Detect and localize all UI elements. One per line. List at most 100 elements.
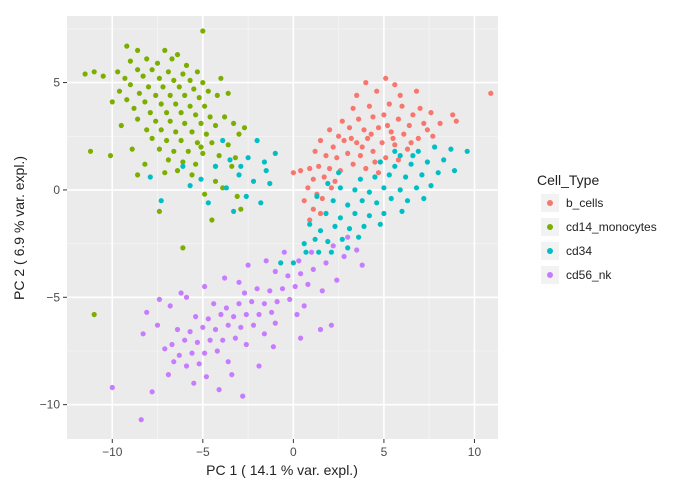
data-point-cd56-nk bbox=[218, 311, 224, 318]
data-point-cd14-monocytes bbox=[162, 47, 168, 54]
x-tick-label: 5 bbox=[381, 445, 388, 459]
data-point-b-cells bbox=[395, 157, 401, 163]
data-point-cd56-nk bbox=[323, 260, 329, 266]
data-point-b-cells bbox=[363, 80, 369, 86]
data-point-cd56-nk bbox=[176, 352, 182, 358]
data-point-cd14-monocytes bbox=[149, 135, 155, 141]
data-point-cd56-nk bbox=[220, 337, 226, 343]
data-point-cd34 bbox=[435, 170, 441, 176]
data-point-cd14-monocytes bbox=[165, 157, 171, 163]
data-point-cd56-nk bbox=[154, 322, 161, 328]
data-point-cd14-monocytes bbox=[124, 97, 130, 103]
data-point-cd14-monocytes bbox=[142, 161, 148, 167]
x-tick-label: −5 bbox=[196, 445, 210, 459]
data-point-cd14-monocytes bbox=[153, 92, 159, 98]
data-point-cd34 bbox=[392, 148, 398, 154]
data-point-cd34 bbox=[366, 213, 372, 219]
data-point-cd34 bbox=[330, 198, 336, 204]
data-point-cd34 bbox=[301, 241, 307, 247]
data-point-cd14-monocytes bbox=[116, 88, 123, 94]
data-point-b-cells bbox=[372, 159, 378, 165]
data-point-cd56-nk bbox=[269, 309, 275, 315]
data-point-cd14-monocytes bbox=[171, 148, 177, 154]
data-point-cd14-monocytes bbox=[176, 84, 182, 90]
y-tick-label: 0 bbox=[53, 183, 60, 197]
data-point-cd34 bbox=[180, 163, 186, 169]
data-point-cd14-monocytes bbox=[218, 75, 224, 81]
data-point-cd34 bbox=[424, 159, 430, 165]
data-point-cd56-nk bbox=[149, 389, 155, 395]
data-point-cd14-monocytes bbox=[147, 110, 153, 116]
data-point-b-cells bbox=[301, 198, 307, 204]
y-axis-ticks: −10 −5 0 5 bbox=[40, 76, 67, 412]
data-point-cd14-monocytes bbox=[144, 127, 150, 133]
data-point-b-cells bbox=[339, 118, 345, 124]
data-point-cd56-nk bbox=[243, 311, 249, 318]
data-point-b-cells bbox=[321, 174, 327, 180]
data-point-b-cells bbox=[346, 125, 353, 131]
data-point-b-cells bbox=[368, 131, 374, 137]
data-point-cd56-nk bbox=[238, 324, 244, 330]
data-point-cd34 bbox=[261, 159, 267, 165]
data-point-cd56-nk bbox=[272, 320, 278, 326]
legend-key-cd56-nk bbox=[547, 272, 553, 278]
data-point-cd56-nk bbox=[187, 329, 193, 335]
data-point-b-cells bbox=[404, 146, 411, 152]
data-point-cd14-monocytes bbox=[193, 161, 199, 167]
data-point-cd14-monocytes bbox=[156, 75, 162, 81]
data-point-cd34 bbox=[361, 223, 367, 229]
data-point-cd14-monocytes bbox=[174, 168, 181, 174]
data-point-cd56-nk bbox=[178, 290, 184, 296]
data-point-b-cells bbox=[316, 163, 322, 169]
data-point-b-cells bbox=[365, 135, 371, 141]
data-point-cd56-nk bbox=[202, 350, 208, 356]
data-point-cd14-monocytes bbox=[241, 125, 248, 131]
data-point-cd34 bbox=[419, 172, 425, 178]
data-point-cd34 bbox=[278, 260, 284, 266]
data-point-cd34 bbox=[413, 185, 420, 191]
data-point-cd34 bbox=[408, 161, 414, 167]
data-point-b-cells bbox=[421, 120, 427, 126]
data-point-cd34 bbox=[220, 137, 226, 144]
data-point-cd56-nk bbox=[298, 271, 304, 277]
data-point-cd14-monocytes bbox=[212, 178, 219, 184]
data-point-cd34 bbox=[243, 193, 249, 199]
data-point-cd56-nk bbox=[183, 294, 190, 300]
data-point-cd14-monocytes bbox=[135, 172, 141, 178]
data-point-cd56-nk bbox=[345, 234, 351, 240]
data-point-cd56-nk bbox=[274, 299, 280, 305]
data-point-cd14-monocytes bbox=[216, 153, 222, 159]
data-point-cd14-monocytes bbox=[158, 127, 164, 133]
data-point-cd14-monocytes bbox=[189, 129, 195, 135]
data-point-cd14-monocytes bbox=[156, 208, 162, 214]
legend-key-b-cells bbox=[547, 200, 553, 206]
data-point-cd34 bbox=[236, 172, 242, 178]
data-point-cd56-nk bbox=[222, 275, 228, 281]
data-point-cd34 bbox=[314, 193, 320, 199]
data-point-cd14-monocytes bbox=[209, 217, 215, 223]
data-point-cd34 bbox=[212, 163, 219, 169]
data-point-cd56-nk bbox=[207, 337, 213, 343]
data-point-cd34 bbox=[325, 180, 331, 187]
data-point-cd56-nk bbox=[308, 249, 315, 255]
data-point-cd34 bbox=[415, 148, 421, 154]
data-point-cd34 bbox=[372, 174, 378, 180]
data-point-cd56-nk bbox=[310, 266, 316, 272]
data-point-cd56-nk bbox=[191, 380, 197, 386]
legend: Cell_Type b_cells cd14_monocytes cd34 cd56_… bbox=[537, 172, 657, 284]
data-point-b-cells bbox=[327, 127, 333, 133]
data-point-b-cells bbox=[334, 155, 340, 161]
data-point-cd34 bbox=[317, 228, 324, 234]
data-point-cd56-nk bbox=[225, 322, 231, 328]
data-point-cd56-nk bbox=[236, 301, 242, 307]
x-tick-label: 10 bbox=[468, 445, 482, 459]
data-point-cd56-nk bbox=[241, 290, 248, 296]
data-point-cd14-monocytes bbox=[205, 88, 211, 94]
data-point-cd14-monocytes bbox=[178, 137, 184, 144]
data-point-cd56-nk bbox=[169, 341, 175, 348]
data-point-b-cells bbox=[392, 142, 398, 148]
data-point-cd56-nk bbox=[189, 350, 195, 356]
x-tick-label: −10 bbox=[102, 445, 123, 459]
data-point-cd14-monocytes bbox=[153, 118, 159, 124]
data-point-cd56-nk bbox=[223, 305, 229, 311]
